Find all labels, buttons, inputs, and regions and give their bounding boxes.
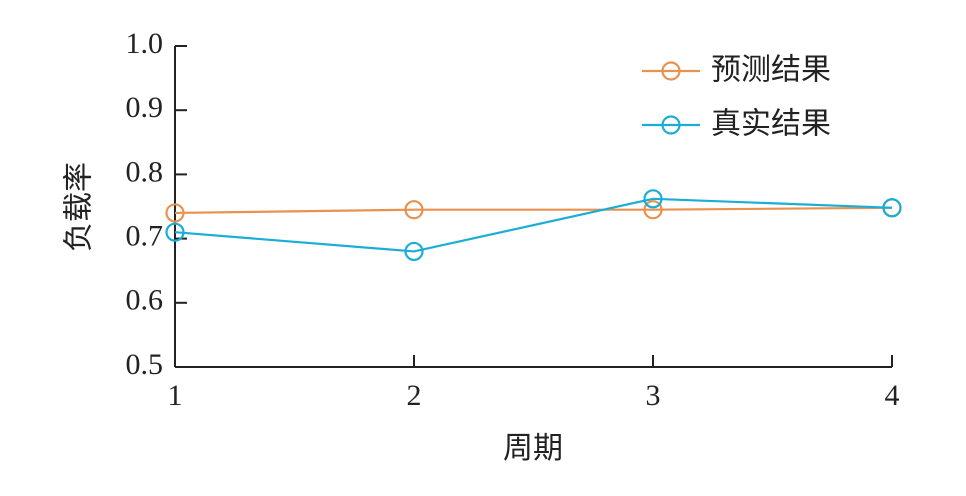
x-tick-label: 2 — [407, 379, 422, 412]
x-axis-title: 周期 — [503, 431, 563, 466]
legend-marker — [661, 115, 681, 135]
series-line — [174, 206, 893, 215]
y-tick-label: 0.6 — [126, 284, 164, 317]
series-layer — [165, 189, 902, 262]
series-2 — [165, 189, 902, 262]
y-ticks: 0.5 0.6 0.7 0.8 0.9 1.0 — [126, 27, 187, 381]
y-tick-label: 1.0 — [126, 27, 164, 60]
y-tick-label: 0.9 — [126, 91, 164, 124]
x-tick-label: 4 — [885, 379, 900, 412]
y-axis-title: 负载率 — [62, 162, 97, 252]
data-point — [643, 189, 663, 209]
legend-marker — [661, 61, 681, 81]
data-point — [882, 198, 902, 218]
x-ticks: 1 2 3 4 — [168, 355, 900, 412]
x-tick-label: 1 — [168, 379, 183, 412]
series-line — [174, 197, 893, 253]
x-tick-label: 3 — [646, 379, 661, 412]
data-point — [643, 200, 663, 220]
data-point — [165, 222, 185, 242]
legend-label: 真实结果 — [711, 107, 831, 142]
legend-item: 真实结果 — [642, 107, 831, 142]
data-point — [404, 241, 424, 262]
y-tick-label: 0.5 — [126, 348, 164, 381]
axes — [174, 46, 892, 368]
data-point — [404, 200, 424, 220]
data-point — [165, 203, 185, 223]
y-tick-label: 0.8 — [126, 155, 164, 188]
legend-label: 预测结果 — [711, 53, 831, 88]
legend-item: 预测结果 — [642, 53, 831, 88]
series-1 — [165, 198, 902, 223]
y-tick-label: 0.7 — [126, 219, 164, 252]
